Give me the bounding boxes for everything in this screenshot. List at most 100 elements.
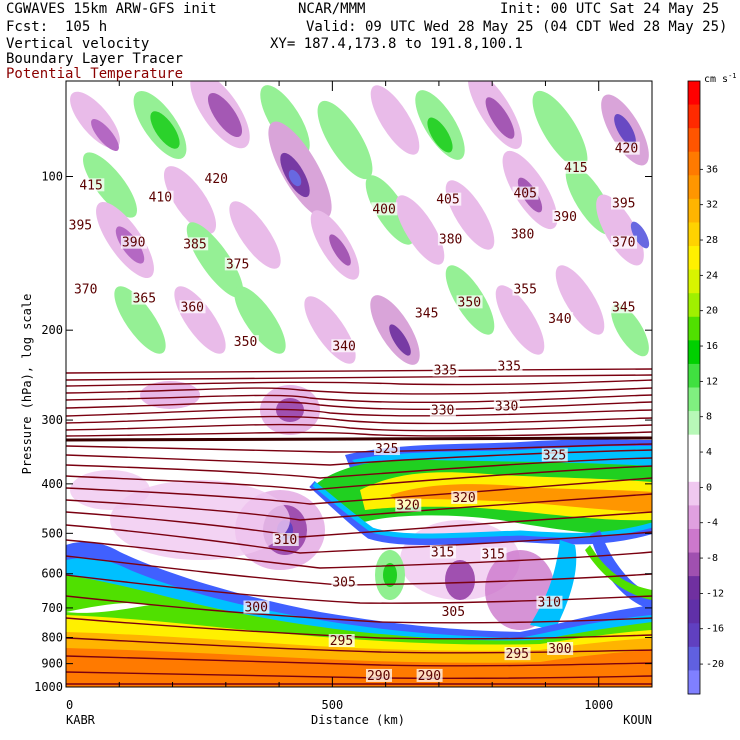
colorbar-label: 36 [706,164,718,175]
y-tick-label: 100 [41,170,63,184]
theta-label-bg [120,235,147,249]
theta-contour-labels: 415 410 420 400 405 405 415 420 390 395 395 390 385 3… [67,141,640,684]
valid-time: Valid: 09 UTC Wed 28 May 25 (04 CDT Wed … [306,19,728,35]
y-tick-label: 300 [41,413,63,427]
theta-label-bg [78,178,105,192]
theta-contour-label: 325 [543,448,566,463]
theta-label-bg [437,232,464,246]
colorbar-swatch [688,458,700,483]
field-boundary-layer-tracer: Boundary Layer Tracer [6,51,184,67]
theta-contour-label: 380 [439,232,462,247]
init-time: Init: 00 UTC Sat 24 May 25 [500,1,720,17]
theta-label-bg [512,186,539,200]
y-tick-label: 400 [41,477,63,491]
theta-contour-label: 410 [149,191,172,206]
colorbar-swatch [688,411,700,436]
theta-label-bg [536,595,563,609]
colorbar-label: -12 [706,588,724,599]
colorbar-swatch [688,293,700,318]
theta-label-bg [365,668,392,682]
theta-contour-label: 310 [537,596,560,611]
theta-contour-label: 290 [367,669,390,684]
theta-label-bg [224,257,251,271]
theta-label-bg [541,448,568,462]
colorbar-swatch [688,646,700,671]
colorbar: 36 32 28 24 20 16 12 8 4 0 -4 -8 -12 -16 -20 [687,80,724,695]
plot-frame [65,80,653,688]
theta-contour-label: 370 [612,236,635,251]
theta-label-bg [613,141,640,155]
x-axis: 0 500 1000 [65,81,653,712]
left-station-label: KABR [66,713,96,727]
y-tick-label: 800 [41,631,63,645]
theta-label-bg [429,545,456,559]
theta-label-bg [611,235,638,249]
forecast-hour: Fcst: 105 h [6,19,108,35]
colorbar-swatch [688,198,700,223]
theta-contour-label: 300 [548,642,571,657]
colorbar-swatch [688,599,700,624]
colorbar-label: 16 [706,341,718,352]
theta-label-bg [493,399,520,413]
theta-label-bg [331,575,358,589]
model-title: CGWAVES 15km ARW-GFS init [6,1,217,17]
colorbar-swatch [688,528,700,554]
theta-label-bg [611,300,638,314]
colorbar-label: 20 [706,306,718,317]
theta-contour-label: 395 [69,219,92,234]
y-tick-label: 1000 [34,680,63,694]
theta-contour-label: 330 [431,404,454,419]
theta-label-bg [512,282,539,296]
colorbar-label: 12 [706,376,718,387]
colorbar-swatch [688,269,700,294]
theta-label-bg [243,600,270,614]
theta-label-bg [328,634,355,648]
colorbar-swatch [688,670,700,695]
colorbar-label: -20 [706,659,724,670]
theta-contour-label: 320 [452,491,475,506]
theta-contour-label: 375 [226,257,249,272]
theta-label-bg [547,641,574,655]
theta-contour-label: 340 [548,312,571,327]
theta-contour-label: 335 [434,363,457,378]
colorbar-label: -8 [706,553,718,564]
x-tick-label: 500 [322,698,344,712]
theta-label-bg [611,196,638,210]
colorbar-label: 24 [706,270,718,281]
x-tick-label: 1000 [584,698,613,712]
theta-contour-label: 405 [436,193,459,208]
theta-contour-label: 295 [506,647,529,662]
y-axis: 100 200 300 400 500 600 700 800 900 1000 [34,170,652,694]
theta-label-bg [203,171,230,185]
theta-contour-label: 420 [205,172,228,187]
colorbar-swatch [688,151,700,176]
right-station-label: KOUN [623,713,652,727]
theta-contour-label: 300 [244,601,267,616]
theta-contour-label: 390 [122,236,145,251]
theta-contour-label: 305 [442,605,465,620]
theta-contour-label: 295 [330,634,353,649]
theta-label-bg [67,218,94,232]
vertical-velocity-field: 415 410 420 400 405 405 415 420 390 395 395 390 385 3… [66,81,652,687]
theta-label-bg [435,192,462,206]
field-potential-temperature: Potential Temperature [6,66,184,82]
field-vertical-velocity: Vertical velocity [6,36,150,52]
x-tick-label: 0 [66,698,73,712]
theta-label-bg [429,403,456,417]
theta-contour-label: 330 [495,400,518,415]
y-tick-label: 600 [41,567,63,581]
colorbar-swatch [688,175,700,200]
theta-contour-label: 315 [431,545,454,560]
theta-label-bg [182,237,209,251]
theta-label-bg [232,335,259,349]
colorbar-label: 32 [706,200,718,211]
theta-contour-label: 355 [513,283,536,298]
theta-contour-label: 335 [498,360,521,375]
colorbar-label: -4 [706,518,718,529]
theta-label-bg [416,668,443,682]
theta-label-bg [373,442,400,456]
colorbar-label: 8 [706,412,712,423]
theta-label-bg [509,227,536,241]
theta-contour-label: 395 [612,197,635,212]
